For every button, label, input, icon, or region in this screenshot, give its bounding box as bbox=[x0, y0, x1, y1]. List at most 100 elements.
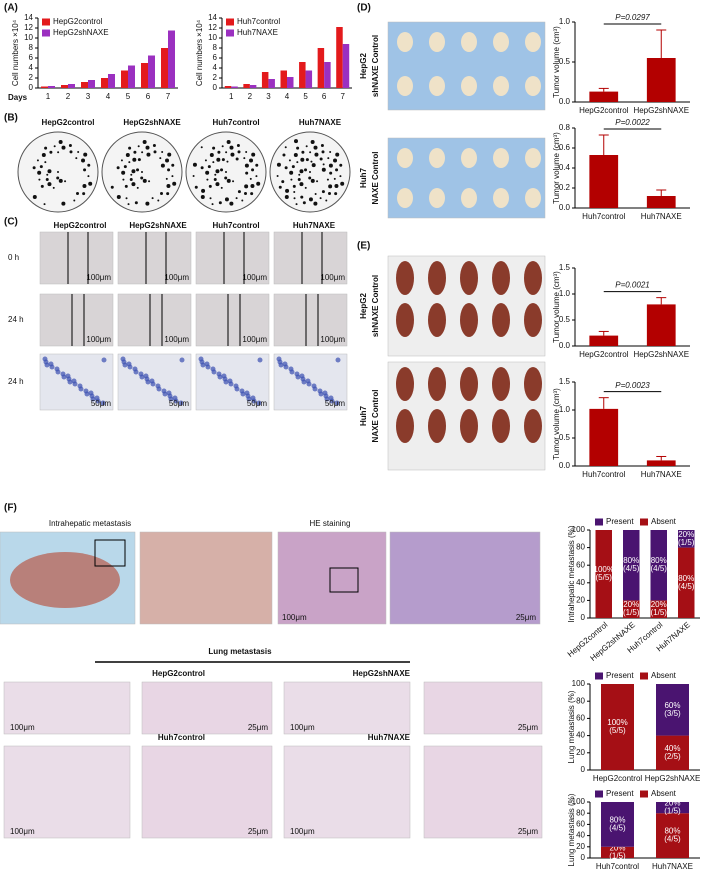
tumor bbox=[461, 188, 477, 208]
colony bbox=[299, 182, 304, 187]
scale-label: 25μm bbox=[248, 723, 269, 732]
bar bbox=[299, 62, 306, 88]
colony bbox=[321, 167, 326, 172]
colony bbox=[305, 158, 309, 162]
colony bbox=[305, 145, 308, 148]
bar bbox=[336, 27, 343, 88]
colony bbox=[57, 171, 59, 173]
cell bbox=[205, 364, 211, 370]
lung-label: HepG2control bbox=[152, 669, 205, 678]
bar bbox=[678, 547, 695, 618]
bar bbox=[305, 70, 313, 88]
cell bbox=[179, 357, 185, 363]
legend-swatch bbox=[42, 29, 50, 37]
liver bbox=[428, 303, 446, 337]
colony bbox=[82, 192, 86, 196]
y-tick-label: 80 bbox=[576, 808, 585, 817]
y-tick-label: 12 bbox=[208, 23, 217, 32]
scale-label: 100μm bbox=[242, 273, 267, 282]
colony bbox=[226, 140, 231, 145]
colony bbox=[167, 168, 171, 172]
x-tick-label: Huh7NAXE bbox=[652, 862, 693, 871]
y-tick-label: 1.0 bbox=[559, 405, 571, 414]
colony bbox=[297, 177, 301, 181]
colony bbox=[329, 171, 333, 175]
y-tick-label: 12 bbox=[24, 23, 33, 32]
cell bbox=[256, 400, 262, 406]
bar bbox=[108, 74, 115, 88]
y-tick-label: 10 bbox=[24, 33, 33, 42]
colony bbox=[249, 177, 252, 180]
colony bbox=[311, 163, 316, 168]
legend-label: Present bbox=[606, 671, 634, 680]
colony bbox=[255, 175, 258, 178]
x-tick-label: Huh7control bbox=[582, 212, 625, 221]
colony bbox=[57, 151, 60, 154]
y-tick-label: 2 bbox=[213, 73, 218, 82]
colony bbox=[116, 166, 120, 170]
colony bbox=[314, 152, 319, 157]
colony bbox=[218, 201, 222, 205]
photo bbox=[423, 681, 543, 735]
bar bbox=[589, 408, 619, 466]
colony bbox=[301, 150, 305, 154]
colony bbox=[328, 184, 333, 189]
colony bbox=[310, 178, 315, 183]
colony bbox=[325, 199, 328, 202]
x-tick-label: 2 bbox=[66, 92, 71, 101]
colony bbox=[285, 188, 290, 193]
colony bbox=[73, 199, 76, 202]
liver bbox=[396, 261, 414, 295]
colony bbox=[225, 151, 228, 154]
colony bbox=[83, 152, 88, 157]
photo bbox=[423, 745, 543, 839]
colony bbox=[44, 146, 48, 150]
colony bbox=[165, 177, 168, 180]
colony bbox=[142, 140, 147, 145]
value-label: 20% (1/5) bbox=[664, 799, 681, 816]
liver bbox=[10, 552, 120, 608]
y-tick-label: 1.0 bbox=[559, 289, 571, 298]
colony bbox=[192, 162, 197, 167]
f-title: HE staining bbox=[310, 519, 351, 528]
photo bbox=[3, 681, 131, 735]
colony bbox=[256, 181, 261, 186]
cell bbox=[168, 396, 174, 402]
y-axis-label: Tumor volume (cm³) bbox=[552, 388, 561, 460]
annotation: P=0.0297 bbox=[615, 13, 650, 22]
cell bbox=[173, 398, 179, 404]
colony bbox=[52, 186, 55, 189]
colony bbox=[282, 153, 286, 157]
colony bbox=[313, 201, 318, 206]
lung-label: HepG2shNAXE bbox=[353, 669, 411, 678]
colony bbox=[213, 177, 217, 181]
colony bbox=[308, 197, 313, 202]
colony bbox=[293, 191, 296, 194]
colony bbox=[160, 163, 165, 168]
colony bbox=[221, 158, 225, 162]
colony bbox=[250, 183, 255, 188]
tumor bbox=[493, 32, 509, 52]
colony bbox=[221, 145, 224, 148]
panel-label: (C) bbox=[4, 217, 18, 228]
y-tick-label: 14 bbox=[24, 13, 33, 22]
scale-label: 100μm bbox=[164, 335, 189, 344]
liver bbox=[460, 261, 478, 295]
x-tick-label: 6 bbox=[146, 92, 151, 101]
colony bbox=[61, 201, 66, 206]
bar bbox=[324, 62, 331, 88]
legend-label: HepG2shNAXE bbox=[53, 28, 109, 37]
tumor bbox=[461, 76, 477, 96]
scale-label: 25μm bbox=[248, 827, 269, 836]
panel-label: (F) bbox=[4, 503, 17, 514]
colony bbox=[244, 184, 249, 189]
colony bbox=[302, 201, 306, 205]
colony bbox=[136, 168, 140, 172]
value-label: 100% (5/5) bbox=[607, 718, 627, 735]
colony bbox=[133, 150, 137, 154]
colony bbox=[127, 203, 130, 206]
colony bbox=[288, 159, 291, 162]
legend-swatch bbox=[595, 790, 603, 798]
colony bbox=[299, 169, 304, 174]
y-tick-label: 0 bbox=[581, 765, 586, 774]
